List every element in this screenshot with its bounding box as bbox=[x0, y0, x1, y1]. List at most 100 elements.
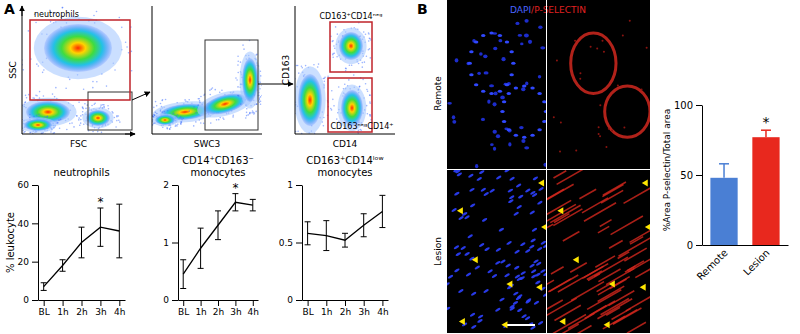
event-dot bbox=[78, 119, 80, 121]
nucleus bbox=[495, 247, 501, 252]
event-dot bbox=[199, 100, 201, 102]
nucleus bbox=[532, 176, 538, 181]
event-dot bbox=[246, 108, 248, 110]
nucleus bbox=[537, 128, 541, 131]
arrowhead bbox=[501, 321, 507, 328]
nucleus bbox=[524, 146, 529, 149]
event-dot bbox=[188, 110, 190, 112]
y-tick-label: 50 bbox=[680, 170, 693, 181]
x-axis: BL1h2h3h4h bbox=[303, 300, 389, 317]
error-bar-cap bbox=[198, 268, 204, 269]
nucleus bbox=[512, 300, 518, 305]
density bbox=[22, 6, 132, 134]
x-tick-mark bbox=[183, 300, 184, 306]
nucleus bbox=[487, 269, 493, 274]
nucleus bbox=[542, 100, 546, 103]
event-dot bbox=[58, 119, 60, 121]
event-dot bbox=[103, 106, 105, 108]
density-halo bbox=[335, 28, 366, 64]
line-chart: 012BL1h2h3h4hCD14⁺CD163⁻monocytes* bbox=[163, 155, 259, 317]
event-dot bbox=[235, 77, 237, 79]
nucleus bbox=[520, 43, 523, 46]
nucleus bbox=[447, 282, 450, 287]
x-tick-label: Remote bbox=[695, 247, 730, 282]
marks bbox=[710, 130, 779, 245]
event-dot bbox=[324, 77, 326, 79]
density bbox=[152, 40, 262, 130]
nucleus bbox=[530, 238, 536, 243]
error-bar-cap bbox=[215, 210, 221, 211]
event-dot bbox=[369, 102, 371, 104]
event-dot bbox=[296, 65, 298, 67]
nucleus bbox=[489, 84, 494, 87]
density-halo bbox=[22, 117, 56, 133]
event-dot bbox=[28, 30, 30, 32]
flow-axis bbox=[152, 6, 262, 134]
nucleus bbox=[458, 288, 464, 293]
y-tick-label: 0.5 bbox=[279, 238, 293, 248]
event-dot bbox=[237, 60, 239, 62]
event-dot bbox=[232, 115, 234, 117]
event-dot bbox=[365, 33, 367, 35]
micrograph bbox=[547, 18, 650, 169]
flow-x-label: CD14 bbox=[333, 139, 358, 149]
nucleus bbox=[525, 248, 531, 253]
event-dot bbox=[301, 67, 303, 69]
x-tick-mark bbox=[63, 300, 64, 306]
x-tick-label: 1h bbox=[57, 307, 68, 317]
density-core bbox=[339, 32, 363, 60]
nucleus bbox=[538, 25, 542, 29]
event-dot bbox=[240, 103, 242, 105]
nucleus bbox=[480, 187, 486, 192]
event-dot bbox=[101, 132, 103, 134]
event-dot bbox=[33, 97, 35, 99]
event-dot bbox=[237, 64, 239, 66]
event-dot bbox=[47, 116, 49, 118]
panel-label: A bbox=[4, 1, 15, 17]
event-dot bbox=[76, 115, 78, 117]
error-bar-cap bbox=[342, 247, 348, 248]
nucleus bbox=[530, 190, 536, 195]
error-bar-cap bbox=[97, 246, 103, 247]
nucleus bbox=[500, 96, 505, 100]
event-dot bbox=[246, 115, 248, 117]
event-dot bbox=[256, 54, 258, 56]
flow-axis-arrow bbox=[22, 6, 23, 16]
flow-axis bbox=[295, 6, 395, 134]
event-dot bbox=[348, 79, 350, 81]
signal bbox=[598, 133, 600, 135]
nucleus bbox=[522, 136, 526, 139]
nucleus bbox=[469, 187, 475, 192]
error-bar-cap bbox=[180, 259, 186, 260]
event-dot bbox=[162, 111, 164, 113]
nucleus bbox=[481, 34, 485, 37]
nucleus bbox=[453, 245, 459, 250]
event-dot bbox=[254, 112, 256, 114]
fiber bbox=[601, 190, 623, 203]
nucleus bbox=[509, 73, 513, 76]
error-bar-cap bbox=[305, 221, 311, 222]
micrograph-bg bbox=[447, 18, 546, 169]
nucleus bbox=[516, 204, 522, 209]
nucleus bbox=[478, 242, 484, 247]
event-dot bbox=[69, 79, 71, 81]
nucleus bbox=[542, 292, 546, 297]
error-bar-cap bbox=[250, 210, 256, 211]
x-tick: 4h bbox=[377, 300, 388, 317]
event-dot bbox=[359, 86, 361, 88]
gate-label: CD163⁺CD14ⁿᵉᵍ bbox=[320, 12, 383, 21]
nucleus bbox=[517, 194, 523, 199]
x-tick-mark bbox=[253, 300, 254, 306]
event-dot bbox=[255, 54, 257, 56]
event-dot bbox=[116, 120, 118, 122]
error-bar-cap bbox=[116, 204, 122, 205]
marks bbox=[180, 194, 256, 289]
y-tick: 50 bbox=[680, 170, 702, 181]
event-dot bbox=[43, 95, 45, 97]
event-dot bbox=[46, 116, 48, 118]
chart-title: neutrophils bbox=[53, 167, 109, 178]
y-tick-label: 0 bbox=[23, 295, 29, 305]
fiber bbox=[603, 182, 626, 195]
event-dot bbox=[156, 105, 158, 107]
error-bar-cap bbox=[379, 195, 385, 196]
